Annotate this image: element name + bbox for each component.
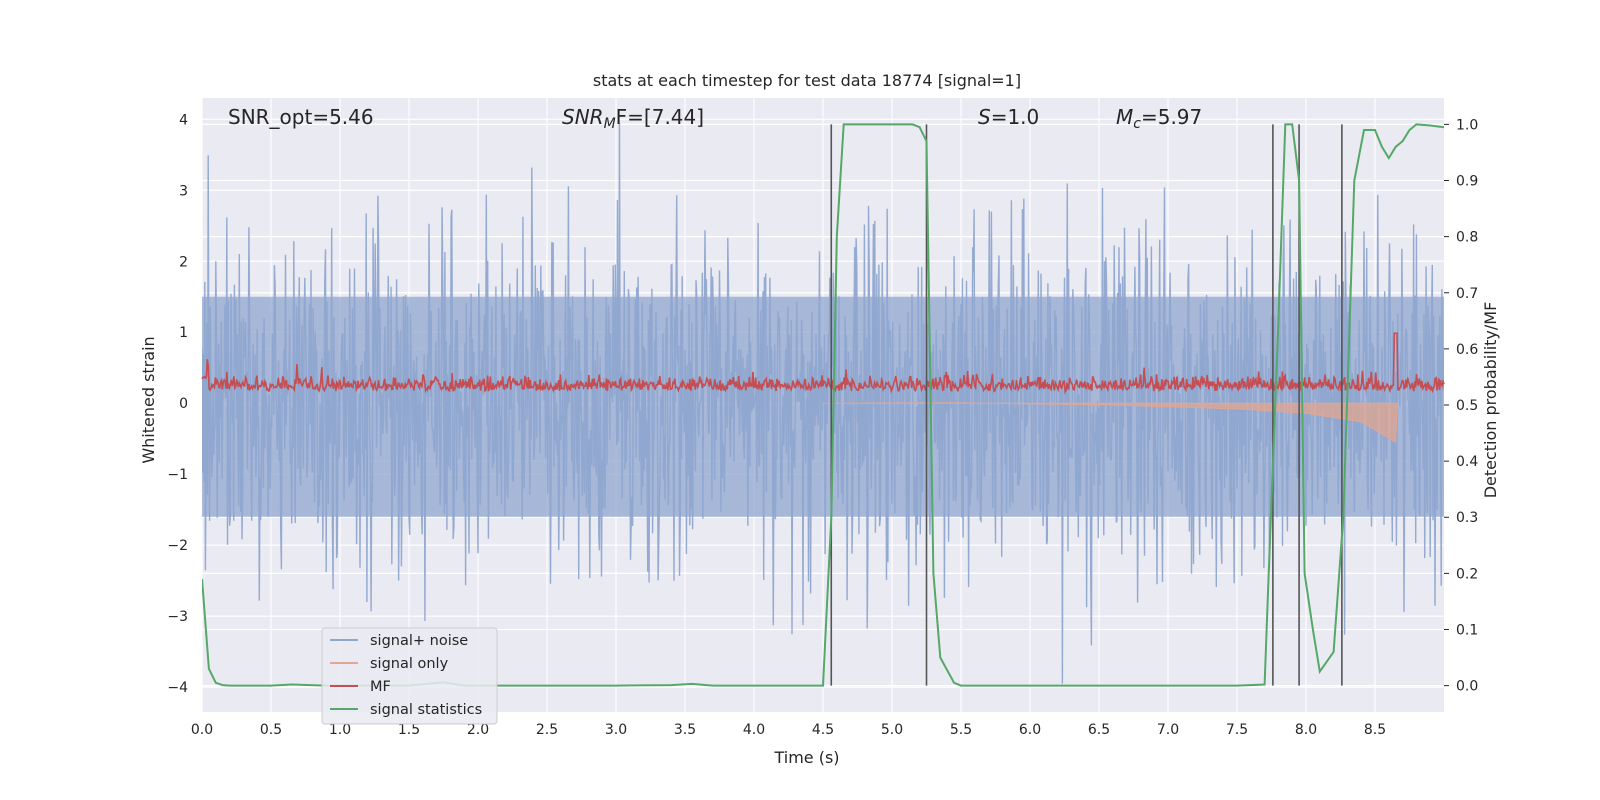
x-tick-label: 3.0 <box>605 722 627 738</box>
annotation-mc: Mc=5.97 <box>1116 105 1202 132</box>
legend: signal+ noise signal only MF signal stat… <box>321 627 498 725</box>
x-tick-label: 2.0 <box>467 722 489 738</box>
snr-mf-main: SNR <box>562 105 604 129</box>
x-tick-label: 5.5 <box>950 722 972 738</box>
legend-label-mf: MF <box>370 679 391 695</box>
y-tick-label-right: 0.2 <box>1456 566 1478 582</box>
y-tick-label-left: −4 <box>167 680 188 696</box>
y-tick-label-left: −1 <box>167 467 188 483</box>
mc-main: M <box>1116 105 1133 129</box>
x-axis-label: Time (s) <box>773 748 839 767</box>
y-tick-label-right: 0.9 <box>1456 174 1478 190</box>
x-tick-label: 4.5 <box>812 722 834 738</box>
x-tick-label: 8.5 <box>1364 722 1386 738</box>
y-axis-label-right: Detection probability/MF <box>1481 302 1500 499</box>
y-tick-label-right: 1.0 <box>1456 117 1478 133</box>
snr-mf-rest: F=[7.44] <box>616 105 704 129</box>
annotation-snr-mf: SNRMF=[7.44] <box>562 105 704 132</box>
y-tick-label-left: 4 <box>179 112 188 128</box>
y-tick-label-left: −2 <box>167 538 188 554</box>
tick-labels: 0.0 0.5 1.0 1.5 2.0 2.5 3.0 3.5 4.0 4.5 5.0 5.5 6.0 6… <box>167 112 1478 738</box>
mc-rest: =5.97 <box>1141 105 1202 129</box>
x-tick-label: 1.5 <box>398 722 420 738</box>
mc-sub: c <box>1133 116 1141 132</box>
legend-label-signal-statistics: signal statistics <box>370 702 482 718</box>
x-tick-label: 8.0 <box>1295 722 1317 738</box>
legend-label-signal-noise: signal+ noise <box>370 633 468 649</box>
y-tick-label-left: 3 <box>179 183 188 199</box>
annotation-s: S=1.0 <box>978 105 1039 129</box>
y-tick-label-left: −3 <box>167 609 188 625</box>
legend-box <box>321 627 498 725</box>
y-tick-label-right: 0.6 <box>1456 342 1478 358</box>
y-tick-label-left: 0 <box>179 396 188 412</box>
x-tick-label: 6.5 <box>1088 722 1110 738</box>
y-tick-label-left: 2 <box>179 254 188 270</box>
signal-only-line <box>822 402 1398 444</box>
y-tick-label-right: 0.0 <box>1456 679 1478 695</box>
snr-mf-sub: M <box>604 116 616 132</box>
y-tick-label-left: 1 <box>179 325 188 341</box>
y-axis-label-left: Whitened strain <box>139 336 158 463</box>
y-tick-label-right: 0.4 <box>1456 454 1478 470</box>
x-tick-label: 7.5 <box>1226 722 1248 738</box>
mf-line <box>201 332 1445 395</box>
legend-label-signal-only: signal only <box>370 656 449 672</box>
annotation-snr-opt: SNR_opt=5.46 <box>228 105 374 129</box>
x-tick-label: 1.0 <box>329 722 351 738</box>
x-tick-label: 0.0 <box>191 722 213 738</box>
x-tick-label: 5.0 <box>881 722 903 738</box>
chart-title: stats at each timestep for test data 187… <box>593 71 1021 90</box>
x-tick-label: 4.0 <box>743 722 765 738</box>
x-tick-label: 6.0 <box>1019 722 1041 738</box>
x-tick-label: 0.5 <box>260 722 282 738</box>
series-signal-only <box>822 402 1398 444</box>
y-tick-label-right: 0.8 <box>1456 230 1478 246</box>
y-tick-label-right: 0.1 <box>1456 622 1478 638</box>
x-tick-label: 2.5 <box>536 722 558 738</box>
y-tick-label-right: 0.7 <box>1456 286 1478 302</box>
x-tick-label: 7.0 <box>1157 722 1179 738</box>
s-rest: =1.0 <box>991 105 1040 129</box>
y-tick-label-right: 0.5 <box>1456 398 1478 414</box>
y-tick-label-right: 0.3 <box>1456 510 1478 526</box>
s-main: S <box>978 105 991 129</box>
x-tick-label: 3.5 <box>674 722 696 738</box>
series-mf <box>201 332 1445 395</box>
